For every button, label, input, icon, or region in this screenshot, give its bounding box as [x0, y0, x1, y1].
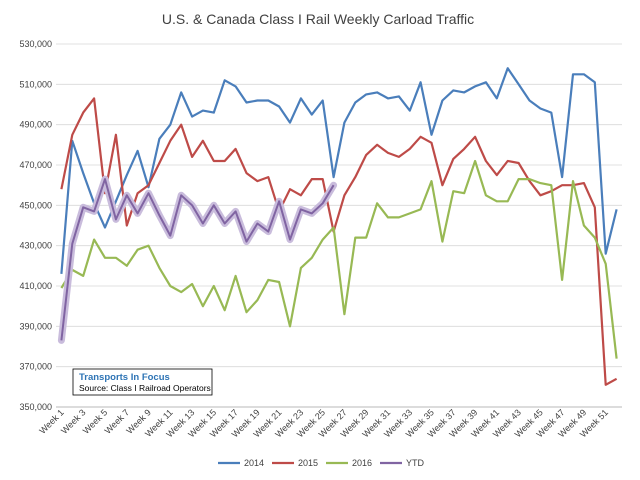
series-lines [57, 67, 618, 386]
annotation-subtitle: Source: Class I Railroad Operators [79, 383, 211, 393]
legend-label-2016: 2016 [352, 458, 372, 468]
legend-label-ytd: YTD [406, 458, 425, 468]
y-tick-label: 450,000 [19, 200, 52, 210]
y-tick-label: 390,000 [19, 321, 52, 331]
annotation-frame [72, 368, 213, 396]
y-axis: 350,000 370,000 390,000 410,000 430,000 450,0… [19, 39, 52, 412]
annotation-box: Transports In Focus Source: Class I Rail… [72, 368, 213, 396]
y-tick-label: 490,000 [19, 120, 52, 130]
y-tick-label: 410,000 [19, 281, 52, 291]
y-tick-label: 470,000 [19, 160, 52, 170]
series-2016-line [60, 159, 618, 359]
series-2015-line [60, 97, 618, 386]
y-tick-label: 350,000 [19, 402, 52, 412]
y-tick-label: 370,000 [19, 362, 52, 372]
y-tick-label: 530,000 [19, 39, 52, 49]
legend: 2014 2015 2016 YTD [218, 458, 425, 468]
gridlines [56, 43, 622, 408]
y-tick-label: 510,000 [19, 79, 52, 89]
y-tick-label: 430,000 [19, 241, 52, 251]
series-2014-line [60, 67, 618, 274]
annotation-title: Transports In Focus [79, 372, 170, 383]
chart-title: U.S. & Canada Class I Rail Weekly Carloa… [162, 11, 474, 27]
legend-label-2015: 2015 [298, 458, 318, 468]
legend-label-2014: 2014 [244, 458, 264, 468]
series-ytd-line [60, 178, 335, 341]
